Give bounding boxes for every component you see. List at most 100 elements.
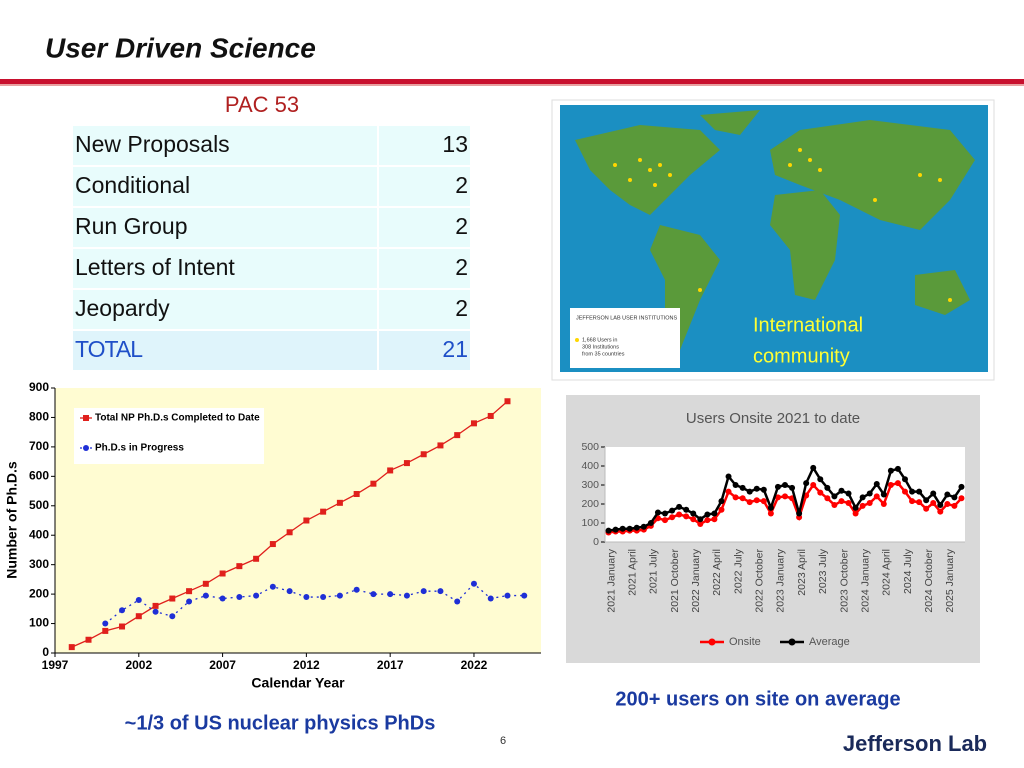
point — [336, 499, 343, 506]
point — [676, 511, 683, 518]
point — [909, 498, 916, 505]
point — [958, 495, 965, 502]
point — [186, 588, 193, 595]
x-tick-label: 2024 July — [902, 548, 914, 594]
point — [697, 516, 704, 523]
x-tick-label: 2021 January — [605, 548, 617, 612]
point — [902, 488, 908, 495]
point — [669, 507, 676, 514]
x-axis-label: Calendar Year — [251, 675, 345, 691]
row-value: 2 — [455, 295, 468, 321]
point — [718, 506, 725, 513]
point — [944, 491, 951, 498]
north-america — [575, 125, 720, 215]
point — [880, 491, 887, 498]
point — [202, 580, 209, 587]
table-cell — [379, 126, 470, 165]
point — [683, 506, 690, 513]
x-tick-label: 2024 October — [923, 549, 935, 613]
point — [732, 482, 739, 488]
point — [320, 508, 327, 515]
point — [894, 480, 901, 487]
point — [119, 623, 126, 630]
point — [269, 541, 276, 548]
point — [236, 594, 243, 601]
point — [353, 586, 360, 593]
point — [370, 480, 377, 487]
table-cell — [379, 290, 470, 329]
y-axis-label: Number of Ph.D.s — [4, 461, 20, 579]
point — [725, 488, 732, 495]
institution-dots — [613, 148, 952, 302]
point — [633, 524, 640, 531]
point — [704, 517, 711, 524]
x-tick-label: 2022 October — [754, 549, 766, 613]
x-tick-label: 2024 January — [859, 548, 871, 612]
caption: ~1/3 of US nuclear physics PhDs — [125, 712, 436, 734]
point — [958, 483, 965, 490]
y-tick-label: 300 — [581, 479, 599, 491]
y-tick-label: 900 — [29, 380, 49, 394]
y-tick-label: 200 — [581, 498, 599, 510]
point — [68, 644, 75, 651]
table-cell — [379, 208, 470, 247]
y-tick-label: 0 — [593, 536, 599, 548]
row-label: Jeopardy — [75, 295, 170, 321]
legend-label: Average — [809, 636, 850, 648]
x-tick-label: 2022 April — [711, 549, 723, 596]
point — [219, 570, 226, 577]
map-caption: International — [753, 314, 863, 336]
point — [725, 473, 732, 480]
map-legend-dot — [575, 338, 579, 342]
point — [937, 501, 944, 508]
table-cell — [73, 249, 377, 288]
x-tick-label: 2023 April — [796, 549, 808, 596]
point — [894, 465, 901, 472]
point — [303, 594, 310, 601]
y-tick-label: 300 — [29, 557, 49, 571]
point — [704, 511, 711, 518]
point — [387, 591, 394, 598]
point — [887, 482, 894, 488]
point — [859, 502, 866, 509]
point — [760, 486, 767, 493]
point — [923, 505, 930, 512]
point — [944, 501, 951, 507]
row-label: Conditional — [75, 172, 190, 198]
point — [504, 592, 511, 599]
title-rule — [0, 79, 1024, 84]
greenland — [700, 110, 760, 135]
point — [739, 484, 746, 491]
x-tick-label: 2012 — [293, 658, 320, 672]
slide-title: User Driven Science — [45, 32, 316, 63]
x-tick-label: 2023 October — [838, 549, 850, 613]
point — [169, 595, 176, 602]
point — [152, 602, 159, 609]
point — [930, 500, 937, 507]
row-label: Run Group — [75, 213, 188, 239]
table-cell — [379, 249, 470, 288]
point — [135, 613, 142, 620]
x-tick-label: 2017 — [377, 658, 404, 672]
point — [504, 398, 511, 405]
point — [852, 504, 859, 511]
x-tick-label: 2025 January — [944, 548, 956, 612]
point — [774, 494, 781, 501]
point — [269, 583, 276, 590]
point — [845, 500, 852, 507]
point — [767, 504, 774, 511]
point — [403, 592, 410, 599]
point — [169, 613, 176, 620]
point — [873, 481, 880, 488]
page-number: 6 — [500, 735, 506, 747]
x-tick-label: 2021 July — [648, 548, 660, 594]
point — [753, 497, 760, 504]
x-tick-label: 2023 July — [817, 548, 829, 594]
x-tick-label: 2024 April — [881, 549, 893, 596]
legend-marker — [788, 638, 796, 646]
point — [789, 484, 796, 491]
point — [487, 412, 494, 419]
point — [647, 520, 654, 526]
